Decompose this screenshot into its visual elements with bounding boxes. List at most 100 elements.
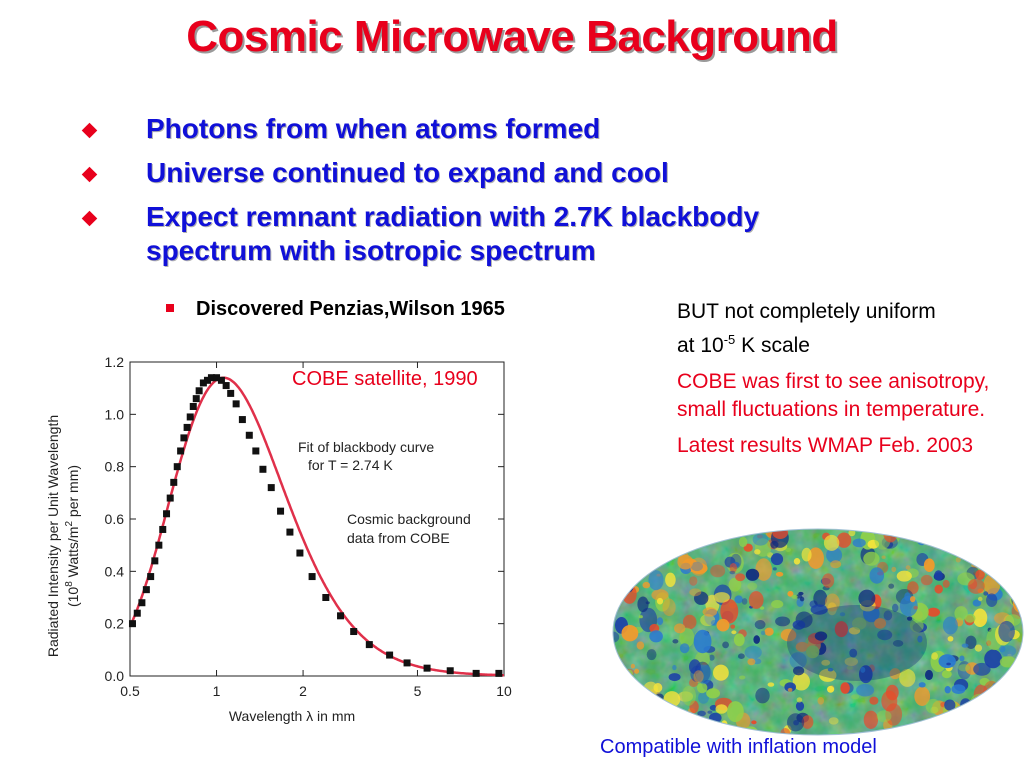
sky-fluctuation-spot: [772, 567, 777, 571]
sky-fluctuation-spot: [869, 567, 885, 584]
sky-fluctuation-spot: [734, 595, 743, 604]
right-text-block: BUT not completely uniform at 10-5 K sca…: [677, 298, 1017, 468]
sky-fluctuation-spot: [747, 582, 758, 591]
sky-fluctuation-spot: [637, 596, 649, 613]
data-point: [232, 400, 240, 408]
sky-fluctuation-spot: [883, 610, 893, 621]
bullet-text: Universe continued to expand and cool: [146, 157, 669, 188]
sky-fluctuation-spot: [819, 668, 837, 682]
sky-fluctuation-spot: [754, 620, 766, 630]
data-point: [177, 447, 185, 455]
data-point: [133, 609, 141, 617]
sky-fluctuation-spot: [996, 718, 1005, 728]
sky-fluctuation-spot: [730, 624, 736, 629]
sky-fluctuation-spot: [967, 578, 985, 594]
sky-fluctuation-spot: [664, 705, 670, 711]
sky-fluctuation-spot: [984, 649, 1002, 669]
sky-fluctuation-spot: [848, 529, 856, 537]
sky-fluctuation-spot: [672, 664, 677, 671]
sky-fluctuation-spot: [896, 570, 912, 582]
y-tick-label: 0.6: [105, 511, 125, 527]
sky-fluctuation-spot: [735, 573, 746, 582]
sky-fluctuation-spot: [1005, 533, 1021, 548]
sky-fluctuation-spot: [720, 599, 739, 624]
sky-fluctuation-spot: [825, 593, 840, 612]
sky-fluctuation-spot: [946, 662, 951, 666]
sky-fluctuation-spot: [679, 627, 695, 648]
sky-fluctuation-spot: [922, 724, 940, 735]
uniformity-exponent: -5: [723, 332, 736, 347]
sky-fluctuation-spot: [731, 630, 737, 635]
sky-fluctuation-spot: [787, 713, 805, 732]
sky-fluctuation-spot: [710, 564, 726, 578]
data-point: [267, 484, 275, 492]
sky-fluctuation-spot: [638, 615, 643, 619]
sky-fluctuation-spot: [801, 547, 812, 562]
sky-fluctuation-spot: [745, 568, 760, 581]
sky-fluctuation-spot: [849, 648, 858, 658]
sky-fluctuation-spot: [613, 579, 617, 586]
sky-fluctuation-spot: [772, 529, 789, 539]
data-point: [337, 612, 345, 620]
sky-fluctuation-spot: [986, 593, 998, 607]
sky-fluctuation-spot: [656, 617, 664, 625]
data-point: [173, 463, 181, 471]
sky-fluctuation-spot: [741, 598, 748, 605]
y-axis-label-sup: 8: [64, 581, 75, 587]
data-point: [259, 465, 267, 473]
slide-title: Cosmic Microwave Background: [186, 12, 838, 61]
sky-fluctuation-spot: [992, 682, 1002, 690]
data-point: [183, 423, 191, 431]
x-tick-label: 5: [414, 683, 422, 699]
sky-fluctuation-spot: [967, 539, 973, 545]
data-point: [207, 374, 215, 382]
sky-fluctuation-spot: [1004, 566, 1018, 583]
sky-fluctuation-spot: [965, 542, 977, 555]
sky-fluctuation-spot: [961, 643, 969, 648]
sky-fluctuation-spot: [689, 588, 702, 597]
y-axis-label-line2: (108 Watts/m2 per mm): [64, 465, 81, 607]
bullet-list: Photons from when atoms formed Universe …: [78, 112, 978, 278]
sky-fluctuation-spot: [622, 580, 634, 593]
sky-fluctuation-spot: [923, 558, 935, 572]
sky-fluctuation-spot: [663, 543, 678, 555]
sky-fluctuation-spot: [1016, 588, 1023, 605]
sky-fluctuation-spot: [728, 577, 742, 592]
sky-fluctuation-spot: [863, 710, 879, 729]
sky-fluctuation-spot: [642, 531, 658, 550]
sky-fluctuation-spot: [1000, 645, 1017, 657]
data-point: [199, 379, 207, 387]
data-point: [192, 395, 200, 403]
data-point: [296, 549, 304, 557]
data-point: [180, 434, 188, 442]
sky-fluctuation-spot: [869, 696, 879, 705]
sky-fluctuation-spot: [755, 558, 772, 581]
sky-fluctuation-spot: [727, 701, 744, 723]
sky-fluctuation-spot: [977, 596, 983, 602]
x-tick-label: 0.5: [120, 683, 140, 699]
sky-fluctuation-spot: [785, 547, 791, 552]
sky-fluctuation-spot: [635, 534, 651, 546]
sky-fluctuation-spot: [1017, 583, 1023, 595]
sky-fluctuation-spot: [649, 630, 663, 643]
sky-fluctuation-spot: [729, 563, 737, 573]
sky-fluctuation-spot: [858, 589, 876, 607]
sky-fluctuation-spot: [643, 728, 654, 735]
tick-labels: 0.5 1 2 5 10 0.0 0.2 0.4 0.6 0.8 1.0 1.2: [105, 354, 512, 699]
sky-fluctuation-spot: [722, 641, 729, 649]
sky-fluctuation-spot: [689, 576, 698, 586]
sky-fluctuation-spot: [799, 596, 805, 602]
data-point: [245, 431, 253, 439]
data-point: [403, 659, 411, 667]
sky-fluctuation-spot: [775, 571, 784, 577]
sky-fluctuation-spot: [1013, 593, 1021, 599]
sky-fluctuation-spot: [656, 597, 664, 605]
sky-fluctuation-spot: [1008, 567, 1022, 576]
sky-fluctuation-spot: [613, 590, 620, 599]
sky-fluctuation-spot: [817, 697, 825, 705]
sky-fluctuation-spot: [860, 666, 866, 673]
sky-fluctuation-spot: [913, 605, 918, 610]
bullet-item: Universe continued to expand and cool: [78, 156, 978, 190]
sky-fluctuation-spot: [834, 621, 849, 638]
data-annotation-line2: data from COBE: [347, 530, 450, 546]
